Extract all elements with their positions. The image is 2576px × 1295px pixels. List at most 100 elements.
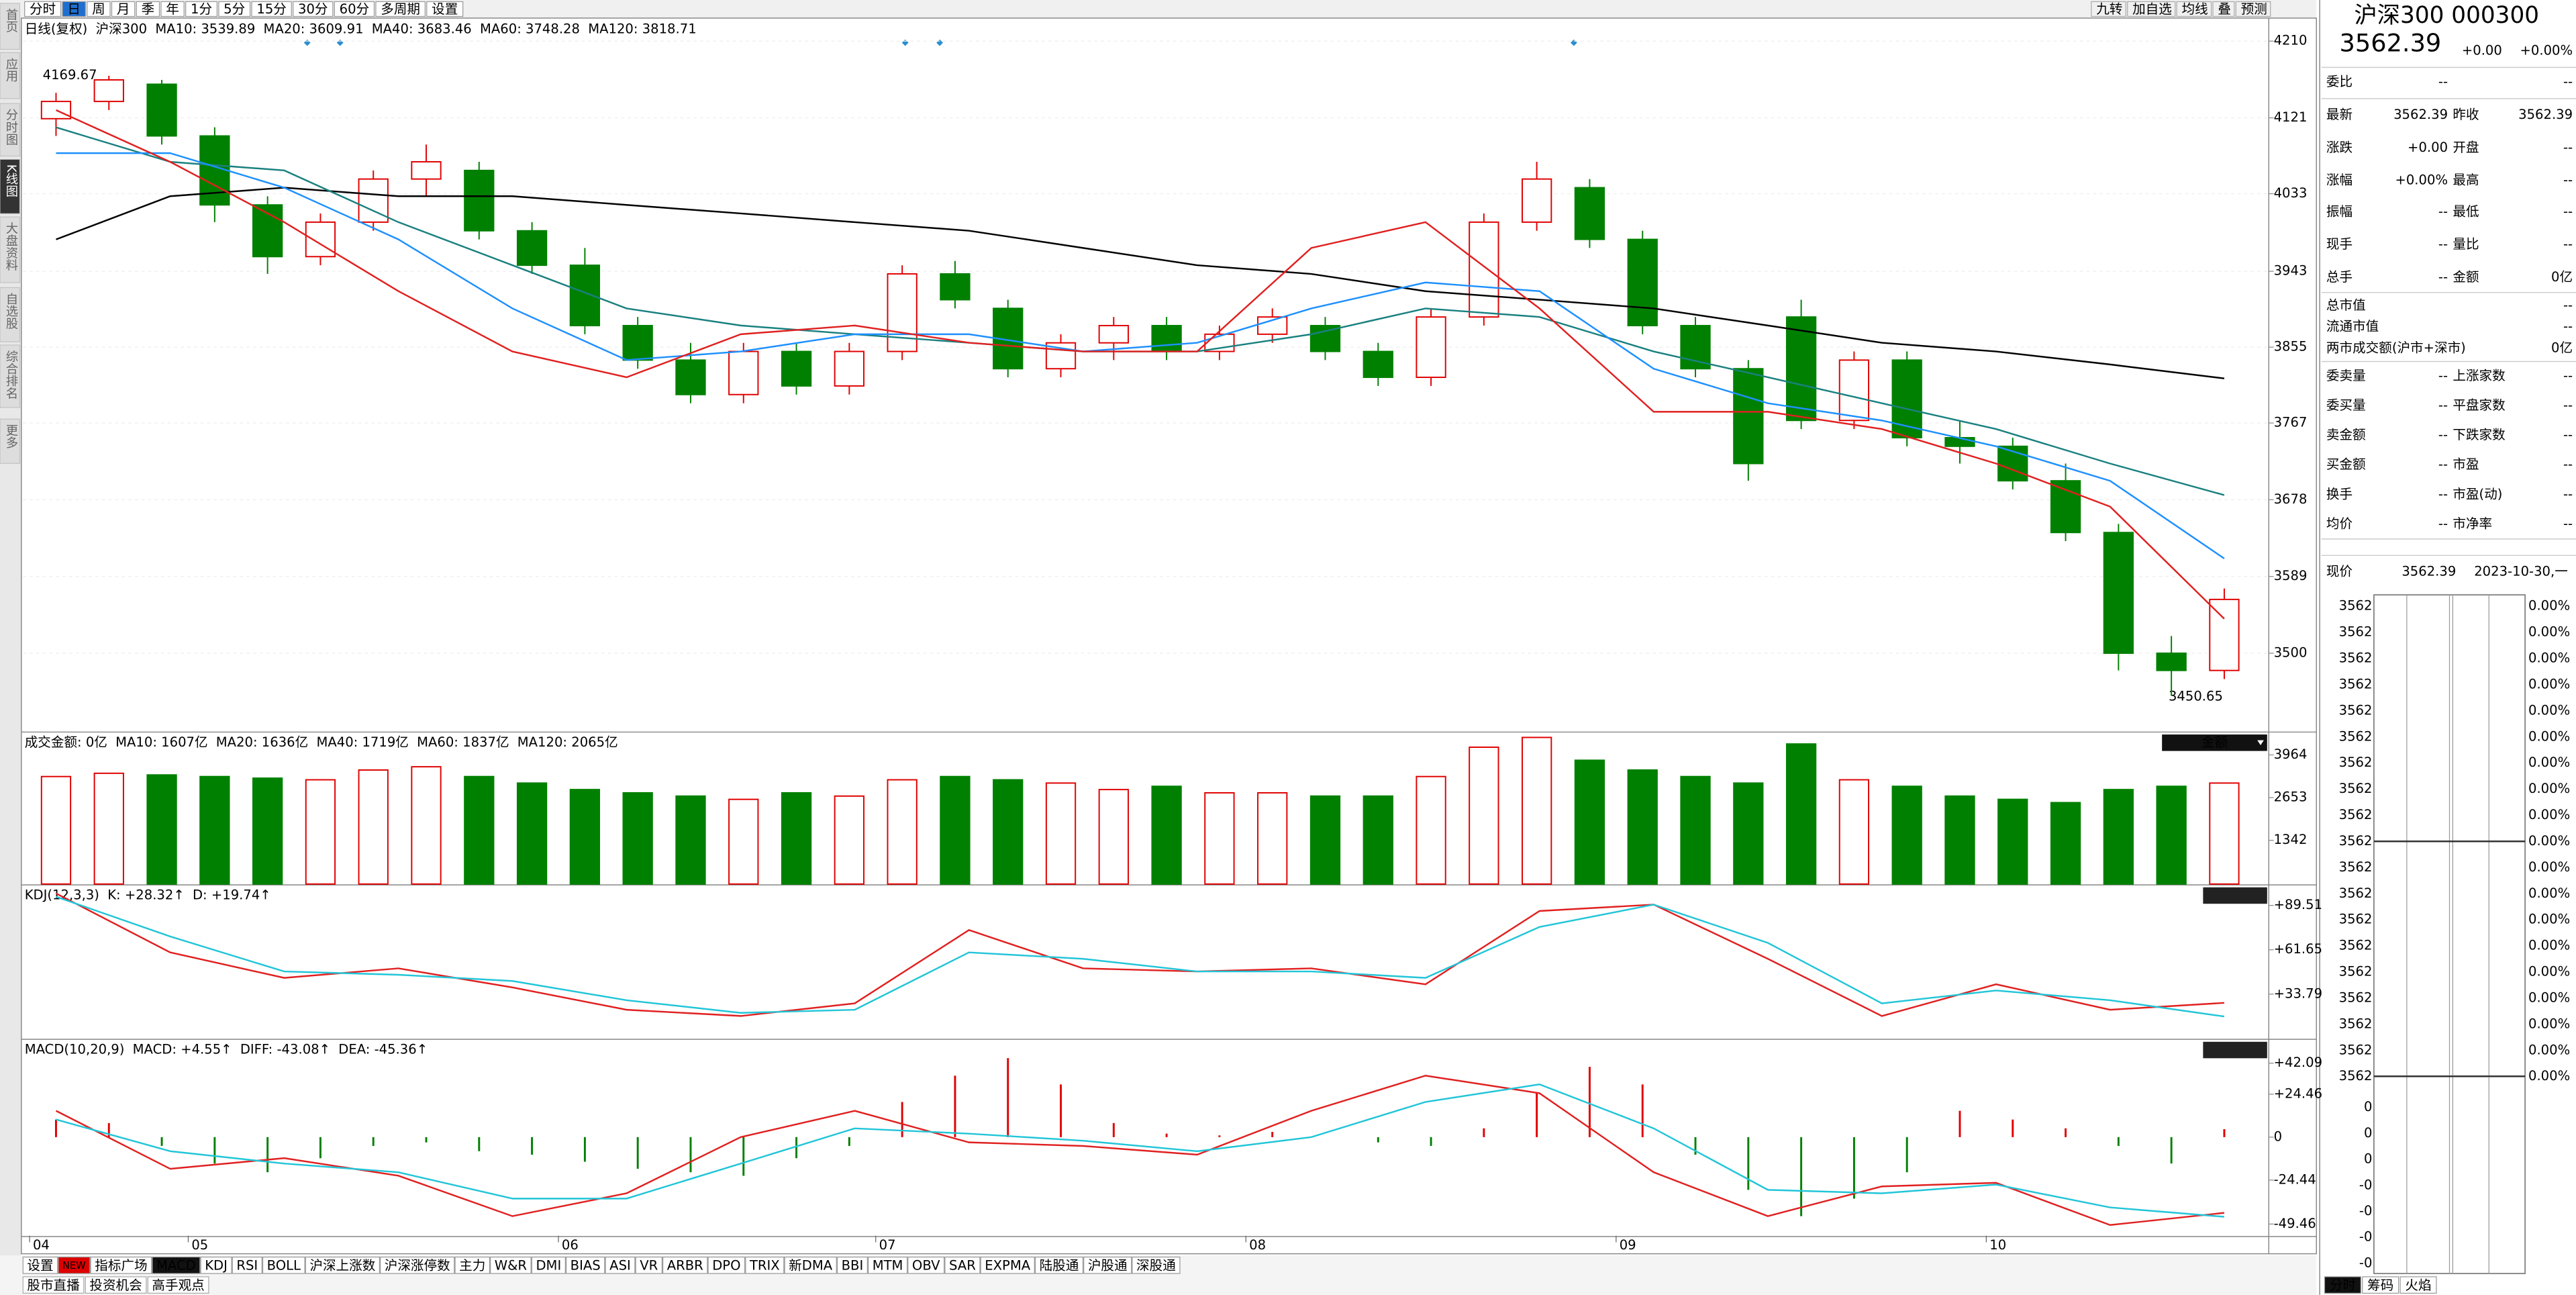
indicator-tab[interactable] <box>22 1256 58 1274</box>
now-price: 3562.39 <box>2401 563 2456 579</box>
toolbar-tab[interactable] <box>293 1 334 17</box>
toolbar-tab[interactable] <box>160 1 185 17</box>
row-label: 下跌家数 <box>2453 427 2506 442</box>
legend-item: MA60: 1837亿 <box>417 734 509 750</box>
link-tab[interactable] <box>85 1276 147 1294</box>
toolbar-tab-label: 30分 <box>298 1 328 17</box>
candle-body <box>2156 653 2187 671</box>
link-tab[interactable] <box>22 1276 85 1294</box>
toolbar-tab-label: 5分 <box>224 1 245 17</box>
quote-tab[interactable] <box>2399 1276 2437 1294</box>
volume-bar <box>1363 795 1393 885</box>
legend-item: MA40: 3683.46 <box>372 21 472 37</box>
sidebar-tab[interactable] <box>0 3 20 50</box>
toolbar-tab[interactable] <box>251 1 292 17</box>
toolbar-tab[interactable] <box>334 1 375 17</box>
price-label: 3562 <box>2339 1068 2373 1084</box>
toolbar-tab[interactable] <box>426 1 464 17</box>
indicator-tab-label: DMI <box>536 1257 561 1273</box>
indicator-tab[interactable] <box>662 1256 708 1274</box>
volume-bar <box>464 775 495 885</box>
indicator-tab[interactable] <box>454 1256 491 1274</box>
row-label: 最新 <box>2326 107 2352 122</box>
quote-tab[interactable] <box>2324 1276 2361 1294</box>
indicator-tab[interactable] <box>531 1256 566 1274</box>
pct-label: 0.00% <box>2528 702 2570 718</box>
y-tick-label: 3589 <box>2274 568 2308 583</box>
toolbar-button[interactable] <box>2091 1 2126 17</box>
sidebar-tab[interactable] <box>0 158 20 214</box>
candle-body <box>1416 316 1446 379</box>
toolbar-tab[interactable] <box>111 1 136 17</box>
toolbar-tab[interactable] <box>185 1 218 17</box>
quote-tab[interactable] <box>2362 1276 2399 1294</box>
row-label: 平盘家数 <box>2453 397 2506 413</box>
indicator-tab[interactable] <box>200 1256 232 1274</box>
indicator-tab[interactable] <box>1083 1256 1132 1274</box>
legend-item: MA10: 3539.89 <box>155 21 255 37</box>
candle-body <box>1151 325 1182 352</box>
row-value: -- <box>2563 236 2573 252</box>
candle-body <box>675 359 706 395</box>
sidebar-tab[interactable] <box>0 287 20 342</box>
volume-bar <box>252 777 283 885</box>
indicator-tab[interactable] <box>262 1256 305 1274</box>
candle-body <box>781 350 812 387</box>
indicator-tab[interactable] <box>1034 1256 1084 1274</box>
sidebar-tab[interactable] <box>0 216 20 283</box>
badge-bg[interactable] <box>2162 734 2267 751</box>
indicator-tab[interactable] <box>980 1256 1035 1274</box>
toolbar-tab[interactable] <box>62 1 86 17</box>
row-value: 0亿 <box>2551 269 2573 285</box>
indicator-tab[interactable] <box>605 1256 636 1274</box>
row-value: -- <box>2563 203 2573 219</box>
toolbar-button[interactable] <box>2127 1 2176 17</box>
legend-item: MACD: +4.55↑ <box>133 1042 232 1057</box>
volume-bar <box>1944 795 1975 885</box>
indicator-tab[interactable] <box>635 1256 662 1274</box>
indicator-tab[interactable] <box>90 1256 152 1274</box>
indicator-tab[interactable] <box>58 1256 91 1274</box>
indicator-tab[interactable] <box>152 1256 201 1274</box>
volume-bar <box>516 782 548 885</box>
indicator-tab[interactable] <box>907 1256 945 1274</box>
toolbar-tab-label: 设置 <box>432 1 458 17</box>
indicator-tab[interactable] <box>490 1256 532 1274</box>
toolbar-button[interactable] <box>2212 1 2235 17</box>
indicator-button[interactable] <box>2203 887 2267 904</box>
indicator-tab[interactable] <box>707 1256 746 1274</box>
volume-bar <box>940 775 971 885</box>
price-label: 3562 <box>2339 651 2373 666</box>
price-label: 3562 <box>2339 807 2373 822</box>
toolbar-button[interactable] <box>2176 1 2212 17</box>
y-tick-label: +42.09 <box>2274 1055 2322 1070</box>
toolbar-tab[interactable] <box>24 1 62 17</box>
toolbar-tab-label: 月 <box>117 1 130 17</box>
indicator-tab[interactable] <box>784 1256 837 1274</box>
toolbar-tab[interactable] <box>136 1 160 17</box>
indicator-tab[interactable] <box>944 1256 981 1274</box>
candle-body <box>2050 480 2081 534</box>
sidebar-tab[interactable] <box>0 52 20 99</box>
toolbar-tab[interactable] <box>87 1 111 17</box>
indicator-tab[interactable] <box>1132 1256 1181 1274</box>
sidebar-tab[interactable] <box>0 344 20 408</box>
indicator-tab[interactable] <box>836 1256 868 1274</box>
link-tab-label: 股市直播 <box>27 1278 80 1293</box>
annotation: 3450.65 <box>2169 688 2223 704</box>
pct-label: 0.00% <box>2528 912 2570 927</box>
link-tab[interactable] <box>147 1276 209 1294</box>
indicator-tab[interactable] <box>565 1256 605 1274</box>
indicator-tab[interactable] <box>745 1256 785 1274</box>
indicator-tab[interactable] <box>232 1256 262 1274</box>
x-tick-label: 07 <box>879 1237 896 1253</box>
sidebar-tab[interactable] <box>0 103 20 157</box>
sidebar-tab[interactable] <box>0 418 20 464</box>
toolbar-button[interactable] <box>2235 1 2271 17</box>
indicator-tab[interactable] <box>305 1256 381 1274</box>
toolbar-tab[interactable] <box>218 1 251 17</box>
indicator-tab[interactable] <box>867 1256 908 1274</box>
indicator-tab[interactable] <box>380 1256 455 1274</box>
toolbar-tab[interactable] <box>375 1 426 17</box>
indicator-button[interactable] <box>2203 1041 2267 1059</box>
